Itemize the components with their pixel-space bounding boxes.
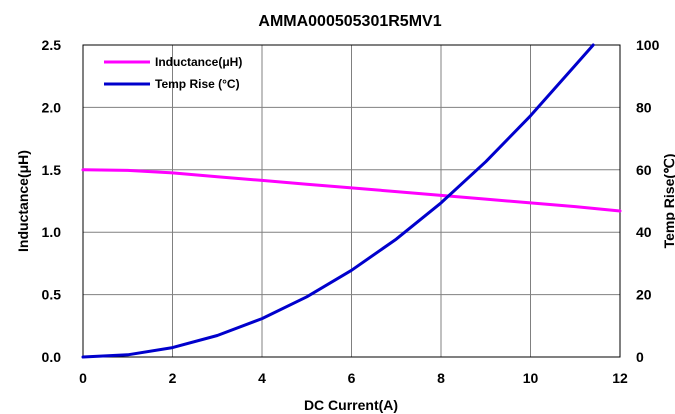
chart-title: AMMA000505301R5MV1 bbox=[258, 13, 441, 30]
y-left-tick-label: 1.0 bbox=[42, 224, 62, 240]
y-right-tick-labels: 0 20 40 60 80 100 bbox=[636, 37, 660, 365]
y-right-tick-label: 60 bbox=[636, 162, 652, 178]
x-tick-label: 0 bbox=[79, 370, 87, 386]
y-left-tick-label: 0.5 bbox=[42, 287, 62, 303]
y-right-tick-label: 20 bbox=[636, 287, 652, 303]
x-tick-label: 12 bbox=[612, 370, 628, 386]
series-line-inductance bbox=[81, 168, 622, 213]
x-tick-label: 4 bbox=[258, 370, 266, 386]
x-tick-label: 6 bbox=[348, 370, 356, 386]
y-left-tick-label: 0.0 bbox=[42, 349, 62, 365]
y-left-tick-label: 1.5 bbox=[42, 162, 62, 178]
y-left-tick-label: 2.5 bbox=[42, 37, 62, 53]
plot-frame bbox=[82, 44, 621, 358]
series-line-temp-rise bbox=[81, 43, 595, 359]
x-tick-labels: 0 2 4 6 8 10 12 bbox=[79, 370, 628, 386]
y-axis-right-label: Temp Rise(℃) bbox=[661, 154, 675, 249]
legend-label-temp-rise: Temp Rise (°C) bbox=[155, 77, 240, 91]
y-right-tick-label: 0 bbox=[636, 349, 644, 365]
y-right-tick-label: 80 bbox=[636, 99, 652, 115]
x-tick-label: 10 bbox=[523, 370, 539, 386]
y-axis-left-label: Inductance(μH) bbox=[15, 150, 31, 252]
x-axis-label: DC Current(A) bbox=[304, 397, 398, 413]
x-tick-label: 8 bbox=[437, 370, 445, 386]
legend: Inductance(μH) Temp Rise (°C) bbox=[104, 55, 242, 91]
y-right-tick-label: 40 bbox=[636, 224, 652, 240]
y-left-tick-labels: 0.0 0.5 1.0 1.5 2.0 2.5 bbox=[42, 37, 62, 365]
y-left-tick-label: 2.0 bbox=[42, 99, 62, 115]
legend-label-inductance: Inductance(μH) bbox=[155, 55, 242, 69]
grid bbox=[83, 45, 620, 357]
y-right-tick-label: 100 bbox=[636, 37, 660, 53]
x-tick-label: 2 bbox=[169, 370, 177, 386]
series-lines bbox=[81, 43, 622, 359]
